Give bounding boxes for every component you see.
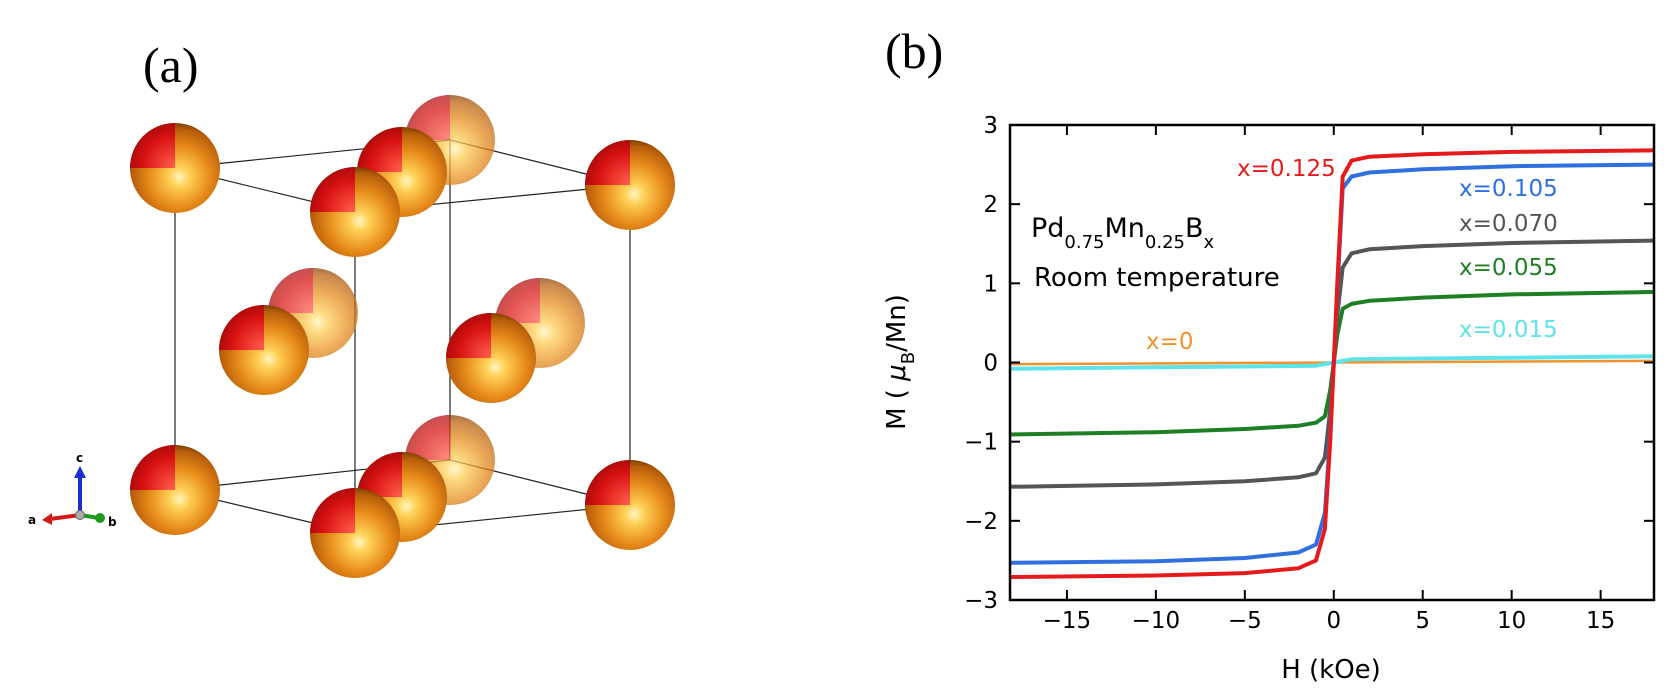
axis-c-label: c <box>76 451 83 465</box>
panel-a-label: (a) <box>143 37 199 93</box>
atom-sphere <box>130 445 220 535</box>
compound-formula: Pd0.75Mn0.25Bx <box>1031 213 1215 253</box>
x-tick-label: −15 <box>1043 608 1092 634</box>
series-line-x0125 <box>1010 148 1654 579</box>
y-tick-label: 2 <box>983 192 998 218</box>
series-label-x0015: x=0.015 <box>1459 317 1558 343</box>
plot-frame <box>1008 123 1656 602</box>
atom-sphere <box>130 123 220 213</box>
series-label-x0070: x=0.070 <box>1459 211 1558 237</box>
x-tick-label: 10 <box>1497 608 1526 634</box>
series-line-x0070 <box>1010 238 1654 489</box>
series-label-x0: x=0 <box>1146 329 1194 355</box>
condition-label: Room temperature <box>1034 263 1280 293</box>
x-tick-label: 5 <box>1415 608 1430 634</box>
axis-b-label: b <box>108 515 117 529</box>
axes-triad: c a b <box>28 451 117 529</box>
x-tick-label: −10 <box>1132 608 1181 634</box>
x-tick-label: 15 <box>1586 608 1615 634</box>
series-label-x0055: x=0.055 <box>1459 255 1558 281</box>
series-label-x0125: x=0.125 <box>1237 156 1336 182</box>
y-tick-label: −3 <box>964 588 998 614</box>
x-axis-title: H (kOe) <box>1281 655 1381 685</box>
y-tick-label: 0 <box>983 351 998 377</box>
y-tick-label: 3 <box>983 113 998 139</box>
y-axis-title: M ( μB/Mn) <box>882 294 919 430</box>
atom-sphere <box>310 488 400 578</box>
y-tick-label: −1 <box>964 430 998 456</box>
y-tick-label: 1 <box>983 271 998 297</box>
series-line-x0015 <box>1010 354 1654 371</box>
series-line-x0 <box>1010 359 1654 366</box>
atom-sphere <box>310 167 400 257</box>
atom-sphere <box>585 140 675 230</box>
series-label-x0105: x=0.105 <box>1459 176 1558 202</box>
series-line-x0105 <box>1010 162 1654 565</box>
x-tick-label: 0 <box>1326 608 1341 634</box>
y-tick-label: −2 <box>964 509 998 535</box>
series-line-x0055 <box>1010 290 1654 437</box>
atom-sphere <box>585 460 675 550</box>
axis-a-label: a <box>28 513 36 527</box>
atoms <box>130 95 675 578</box>
atom-sphere <box>219 305 309 395</box>
crystal-structure: c a b <box>28 95 675 578</box>
x-tick-label: −5 <box>1228 608 1262 634</box>
panel-b-label: (b) <box>885 23 944 79</box>
atom-sphere <box>446 313 536 403</box>
